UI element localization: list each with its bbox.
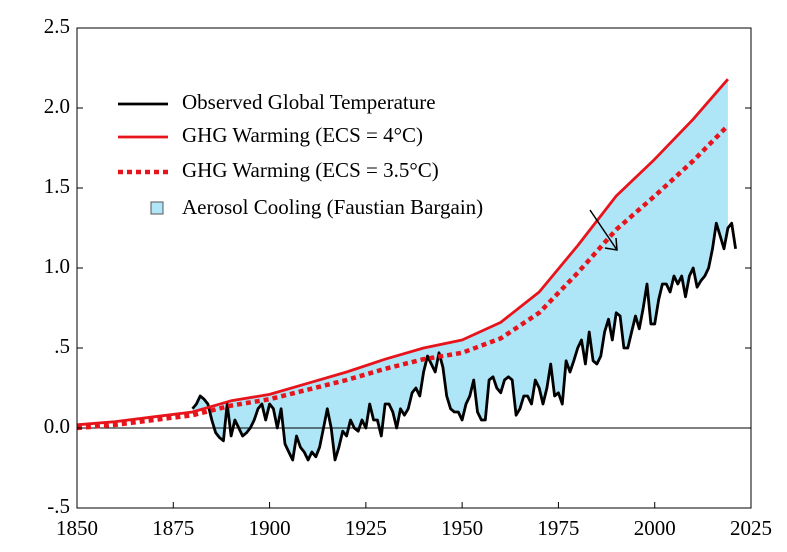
x-tick-label: 1950 <box>441 516 483 540</box>
y-tick-label: 1.5 <box>44 174 70 198</box>
y-tick-label: 0.0 <box>44 414 70 438</box>
x-tick-label: 1975 <box>537 516 579 540</box>
series-line <box>191 221 737 462</box>
legend-label: GHG Warming (ECS = 3.5°C) <box>182 158 439 182</box>
x-tick-label: 1900 <box>249 516 291 540</box>
legend-label: GHG Warming (ECS = 4°C) <box>182 123 423 147</box>
series-line <box>76 124 730 431</box>
x-tick-label: 1850 <box>56 516 98 540</box>
annotation-arrow <box>589 209 618 251</box>
y-tick-label: 2.5 <box>44 14 70 38</box>
series-line <box>76 78 729 427</box>
x-tick-label: 2000 <box>634 516 676 540</box>
y-tick-label: 1.0 <box>44 254 70 278</box>
legend-label: Observed Global Temperature <box>182 90 436 114</box>
aerosol-fill <box>192 79 728 460</box>
plot <box>76 78 751 462</box>
y-tick-label: .5 <box>54 334 70 358</box>
arrow-head <box>604 237 618 251</box>
y-tick-label: -.5 <box>47 494 70 518</box>
legend-swatch <box>150 201 164 215</box>
x-tick-label: 2025 <box>730 516 772 540</box>
x-tick-label: 1925 <box>345 516 387 540</box>
x-tick-label: 1875 <box>152 516 194 540</box>
y-tick-label: 2.0 <box>44 94 70 118</box>
legend-label: Aerosol Cooling (Faustian Bargain) <box>182 195 483 219</box>
